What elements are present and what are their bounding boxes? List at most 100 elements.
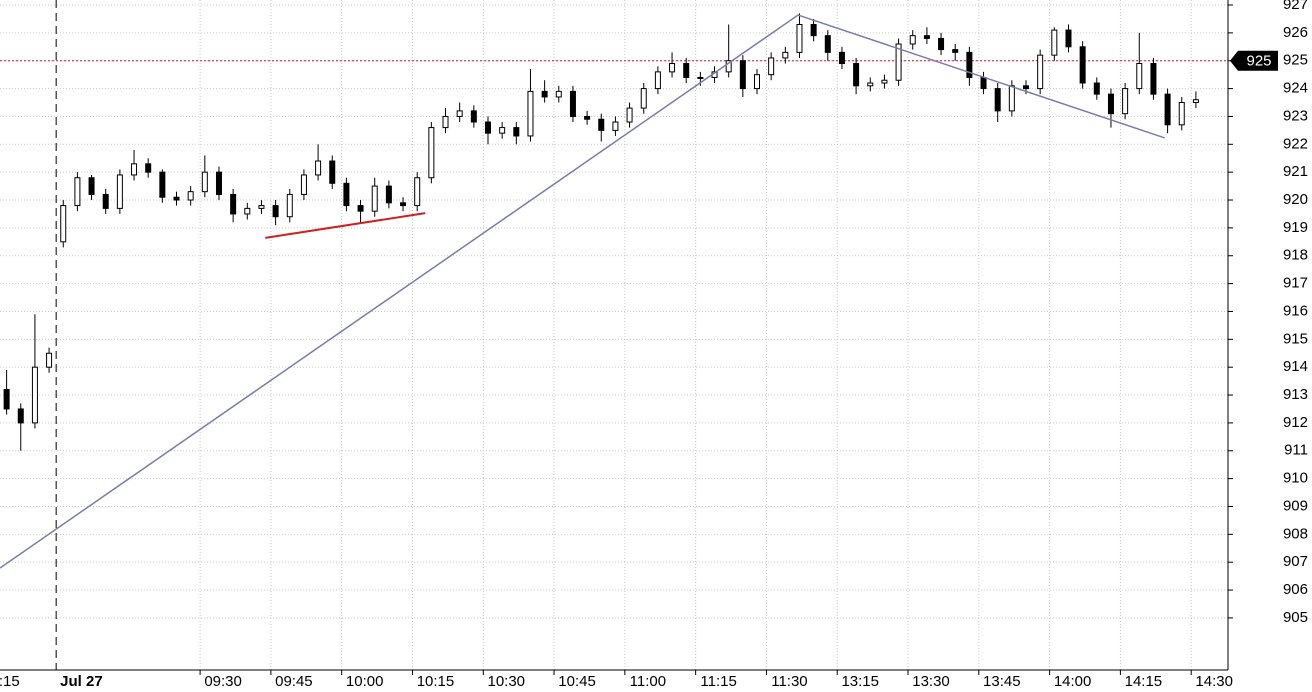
candle-body [428, 127, 435, 179]
candle-body [739, 60, 746, 90]
session-break-label: Jul 27 [60, 673, 103, 690]
candle-body [584, 115, 591, 120]
candle-body [1065, 29, 1072, 48]
x-tick-label: 10:45 [558, 673, 596, 690]
candle-body [145, 163, 152, 173]
candle-body [1023, 85, 1030, 90]
candle-body [286, 193, 293, 218]
y-tick-label: 906 [1283, 581, 1308, 598]
candle-body [1037, 54, 1044, 90]
candle-body [17, 408, 24, 424]
candle-body [300, 174, 307, 195]
candle-body [966, 51, 973, 78]
candle-body [1192, 99, 1199, 104]
y-tick-label: 905 [1283, 609, 1308, 626]
candle-body [994, 88, 1001, 112]
candle-body [1093, 82, 1100, 95]
x-tick-label: 13:15 [841, 673, 879, 690]
candle-body [1122, 88, 1129, 115]
y-tick-label: 910 [1283, 470, 1308, 487]
x-tick-label: 14:15 [1125, 673, 1163, 690]
y-tick-label: 926 [1283, 24, 1308, 41]
x-tick-label: 11:15 [700, 673, 736, 690]
candle-body [938, 37, 945, 51]
candle-body [74, 177, 81, 207]
candle-body [244, 207, 251, 215]
candle-body [654, 71, 661, 90]
y-tick-label: 911 [1284, 442, 1308, 459]
candle-body [980, 76, 987, 90]
y-tick-label: 923 [1283, 107, 1308, 124]
candle-body [329, 160, 336, 184]
x-tick-label: 10:15 [417, 673, 455, 690]
candle-body [824, 35, 831, 53]
price-tag-label: 925 [1246, 53, 1271, 70]
candle-body [1178, 102, 1185, 126]
candle-body [909, 35, 916, 45]
candle-body [88, 177, 95, 195]
candle-body [527, 90, 534, 137]
y-tick-label: 915 [1283, 330, 1308, 347]
candle-body [569, 90, 576, 117]
candle-body [201, 171, 208, 193]
candle-body [499, 127, 506, 134]
y-tick-label: 907 [1283, 553, 1308, 570]
candle-body [46, 352, 53, 368]
x-tick-label: :15 [0, 673, 20, 690]
candle-body [1079, 46, 1086, 84]
candle-body [768, 57, 775, 76]
candle-body [1150, 63, 1157, 95]
candle-body [612, 121, 619, 131]
candle-body [159, 171, 166, 198]
x-tick-label: 14:00 [1054, 673, 1092, 690]
y-tick-label: 922 [1283, 135, 1308, 152]
y-tick-label: 921 [1283, 163, 1308, 180]
candle-body [31, 366, 38, 424]
candle-body [1164, 93, 1171, 126]
candle-body [895, 43, 902, 81]
candle-body [598, 118, 605, 131]
candle-body [343, 182, 350, 207]
candle-body [881, 79, 888, 84]
y-tick-label: 919 [1283, 219, 1308, 236]
candle-body [3, 388, 10, 410]
y-tick-label: 913 [1283, 386, 1308, 403]
candle-body [102, 193, 109, 209]
y-tick-label: 909 [1283, 497, 1308, 514]
y-tick-label: 925 [1283, 52, 1308, 69]
candle-body [923, 35, 930, 39]
candle-body [1051, 29, 1058, 56]
x-tick-label: 10:00 [346, 673, 384, 690]
y-tick-label: 908 [1283, 525, 1308, 542]
x-tick-label: 11:00 [630, 673, 666, 690]
candle-body [173, 196, 180, 201]
candle-body [683, 63, 690, 78]
trendline [265, 212, 426, 239]
candle-body [555, 90, 562, 98]
x-tick-label: 13:45 [983, 673, 1021, 690]
y-tick-label: 927 [1283, 0, 1308, 13]
candle-body [1107, 93, 1114, 115]
x-tick-label: 09:45 [275, 673, 313, 690]
candle-body [626, 107, 633, 123]
candle-body [258, 205, 265, 209]
y-tick-label: 917 [1283, 275, 1308, 292]
candle-body [131, 163, 138, 176]
candle-body [357, 205, 364, 212]
candle-body [1008, 85, 1015, 112]
candle-body [640, 88, 647, 109]
candle-body [315, 160, 322, 176]
candle-body [867, 82, 874, 87]
candle-body [541, 90, 548, 98]
candle-body [796, 24, 803, 53]
x-tick-label: 13:30 [912, 673, 950, 690]
candle-body [187, 191, 194, 201]
candle-body [116, 174, 123, 209]
candle-body [697, 76, 704, 79]
x-tick-label: 09:30 [204, 673, 242, 690]
trendline [0, 14, 1165, 569]
candle-body [230, 193, 237, 215]
candle-body [456, 110, 463, 117]
